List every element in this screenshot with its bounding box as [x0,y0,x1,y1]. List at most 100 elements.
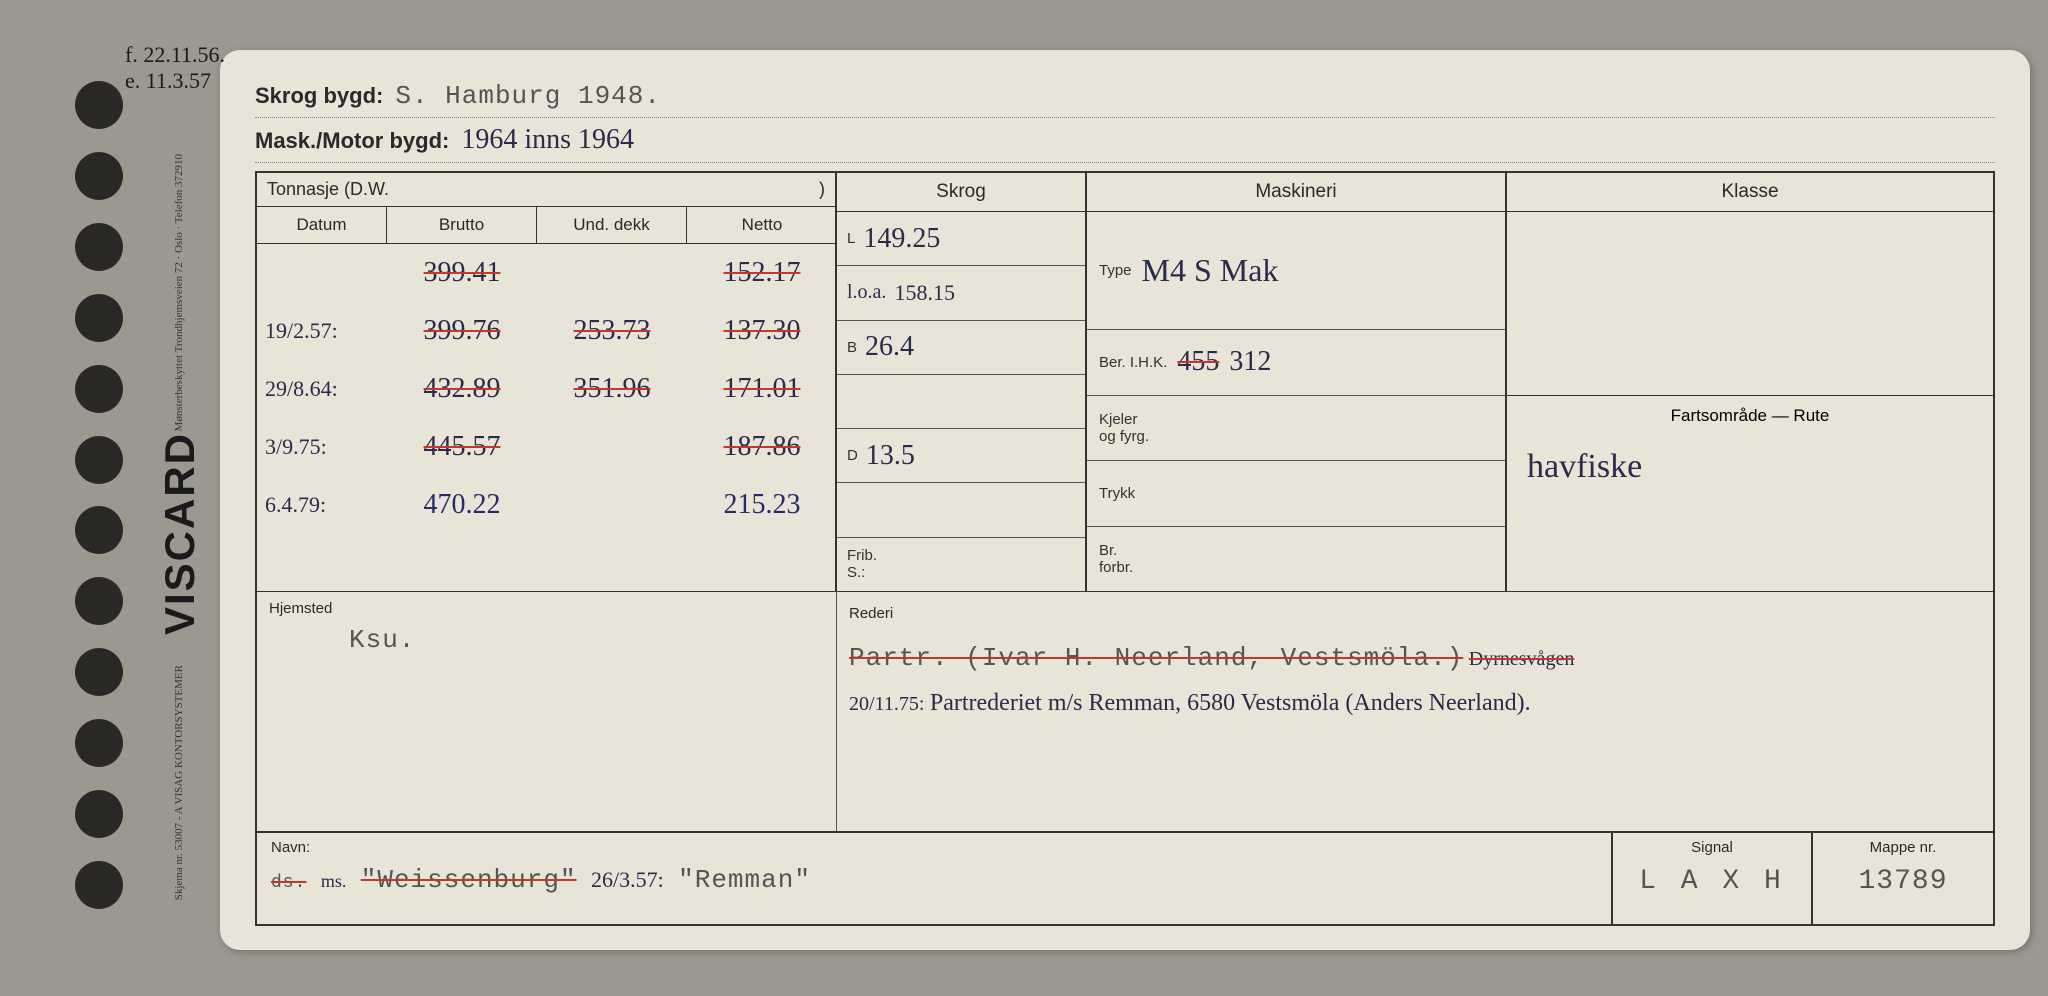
tonnage-datum: 29/8.64: [257,374,387,404]
tonnage-rows: 399.41152.1719/2.57:399.76253.73137.3029… [257,244,835,591]
bottom-bar: Navn: ds. ms. "Weissenburg" 26/3.57: "Re… [255,831,1995,926]
side-line2: Mønsterbeskyttet Trondhjemsveien 72 · Os… [171,154,189,431]
punch-hole [75,648,123,696]
name1-struck: "Weissenburg" [361,865,577,895]
rederi-line2: 20/11.75: Partrederiet m/s Remman, 6580 … [849,682,1981,725]
rederi-cell: Rederi Partr. (Ivar H. Neerland, Vestsmö… [837,592,1993,831]
signal-label: Signal [1627,839,1797,856]
B-label: B [847,339,857,356]
kjeler-label: Kjeler og fyrg. [1099,411,1149,445]
tonnage-brutto: 399.41 [387,255,537,291]
ds-struck: ds. [271,873,306,893]
tonnage-datum: 19/2.57: [257,316,387,346]
rederi-label: Rederi [849,600,1981,627]
mask-bygd-value: 1964 inns 1964 [461,124,634,156]
mappe-cell: Mappe nr. 13789 [1813,833,1993,924]
punch-hole [75,294,123,342]
L-value: 149.25 [863,223,940,255]
tonnage-und: 253.73 [537,313,687,349]
D-value: 13.5 [866,440,915,472]
klasse-body: Fartsområde — Rute havfiske [1507,212,1993,591]
tonnage-datum: 3/9.75: [257,432,387,462]
skrog-frib: Frib. S.: [837,538,1085,591]
punch-holes [75,70,135,920]
rederi-line1: Partr. (Ivar H. Neerland, Vestsmöla.) Dy… [849,635,1981,682]
signal-cell: Signal L A X H [1613,833,1813,924]
punch-hole [75,719,123,767]
punch-hole [75,223,123,271]
tonnage-netto: 171.01 [687,371,837,407]
mask-bygd-label: Mask./Motor bygd: [255,128,449,154]
farts-value: havfiske [1527,448,1642,485]
navn-date: 26/3.57: [591,867,664,892]
tonnage-netto: 137.30 [687,313,837,349]
ber-value: 312 [1229,346,1271,378]
type-label: Type [1099,262,1132,279]
skrog-section: Skrog L 149.25 l.o.a. 158.15 B 26.4 [837,173,1087,591]
tonnage-datum [257,271,387,275]
punch-hole [75,790,123,838]
skrog-loa: l.o.a. 158.15 [837,266,1085,320]
tonnage-und [537,271,687,275]
tonnage-columns: Datum Brutto Und. dekk Netto [257,207,835,244]
rederi-line1-struck: Partr. (Ivar H. Neerland, Vestsmöla.) [849,643,1463,673]
skrog-bygd-row: Skrog bygd: S. Hamburg 1948. [255,75,1995,118]
tonnage-row: 29/8.64:432.89351.96171.01 [257,360,835,418]
note-line2: e. 11.3.57 [125,68,225,94]
mask-kjeler: Kjeler og fyrg. [1087,396,1505,462]
maskineri-title: Maskineri [1087,173,1505,212]
index-card: f. 22.11.56. e. 11.3.57 Skrog bygd: S. H… [220,50,2030,950]
mask-br: Br. forbr. [1087,527,1505,592]
hjemsted-label: Hjemsted [269,600,824,617]
trykk-label: Trykk [1099,485,1135,502]
tonnage-row: 3/9.75:445.57 187.86 [257,418,835,476]
tonnage-brutto: 432.89 [387,371,537,407]
tonnage-brutto: 399.76 [387,313,537,349]
tonnage-und: 351.96 [537,371,687,407]
punch-hole [75,861,123,909]
skrog-blank [837,375,1085,429]
ber-struck: 455 [1177,346,1219,378]
mid-section: Hjemsted Ksu. Rederi Partr. (Ivar H. Nee… [255,591,1995,831]
side-line1: Skjema nr. 53007 - A VISAG KONTORSYSTEME… [171,665,189,900]
frib-label: Frib. S.: [847,547,877,581]
tonnage-netto: 187.86 [687,429,837,465]
navn-line: ds. ms. "Weissenburg" 26/3.57: "Remman" [271,865,1597,895]
D-label: D [847,447,858,464]
skrog-bygd-value: S. Hamburg 1948. [395,81,661,111]
farts-value-cell: havfiske [1507,436,1993,591]
punch-hole [75,506,123,554]
col-datum: Datum [257,207,387,243]
note-line1: f. 22.11.56. [125,42,225,68]
maskineri-section: Maskineri Type M4 S Mak Ber. I.H.K. 455 … [1087,173,1507,591]
loa-value: 158.15 [894,280,955,306]
klasse-section: Klasse Fartsområde — Rute havfiske [1507,173,1993,591]
main-grid: Tonnasje (D.W. ) Datum Brutto Und. dekk … [255,171,1995,591]
L-label: L [847,230,855,247]
tonnage-title-left: Tonnasje (D.W. [267,179,389,200]
mask-trykk: Trykk [1087,461,1505,527]
tonnage-datum: 6.4.79: [257,490,387,520]
ms-annotation: ms. [321,871,347,891]
tonnage-und [537,503,687,507]
tonnage-row: 6.4.79:470.22215.23 [257,476,835,534]
tonnage-row: 19/2.57:399.76253.73137.30 [257,302,835,360]
type-value: M4 S Mak [1142,252,1279,289]
tonnage-netto: 152.17 [687,255,837,291]
farts-label: Fartsområde — Rute [1507,395,1993,436]
top-margin-notes: f. 22.11.56. e. 11.3.57 [125,42,225,95]
tonnage-title-right: ) [819,179,825,200]
navn-label: Navn: [271,839,310,856]
punch-hole [75,577,123,625]
viscard-brand: VISCARD [156,432,204,635]
card-wrapper: Mønsterbeskyttet Trondhjemsveien 72 · Os… [20,20,2028,976]
col-brutto: Brutto [387,207,537,243]
br-label: Br. forbr. [1099,542,1133,576]
tonnage-brutto: 445.57 [387,429,537,465]
tonnage-header: Tonnasje (D.W. ) [257,173,835,207]
skrog-body: L 149.25 l.o.a. 158.15 B 26.4 D 13.5 [837,212,1085,591]
rederi-line1-tail: Dyrnesvågen [1469,648,1575,670]
mappe-value: 13789 [1827,866,1979,897]
klasse-upper [1507,212,1993,395]
mask-type: Type M4 S Mak [1087,212,1505,330]
